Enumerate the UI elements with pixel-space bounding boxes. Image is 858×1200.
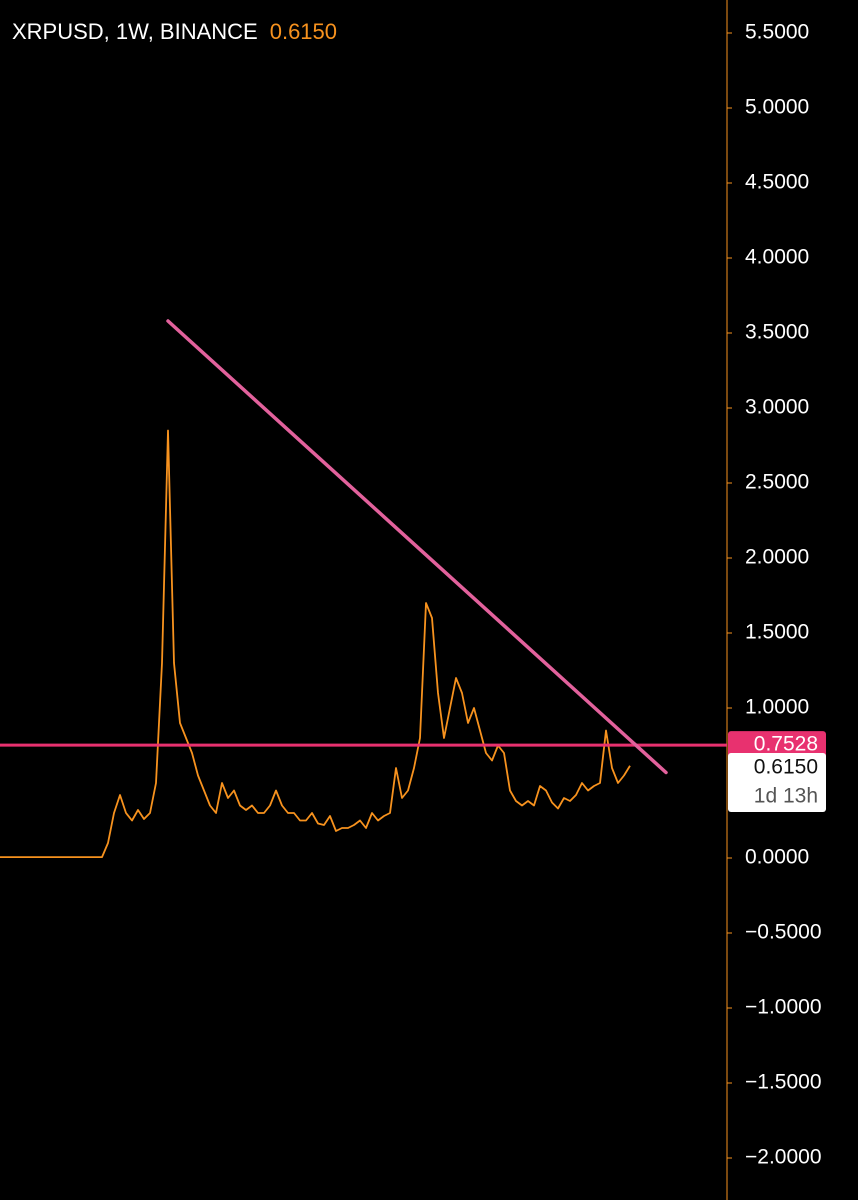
countdown-label: 1d 13h <box>754 785 818 808</box>
title-price: 0.6150 <box>270 19 337 44</box>
y-tick-label: 5.5000 <box>745 21 809 44</box>
y-tick-label: 1.5000 <box>745 621 809 644</box>
trendline <box>166 319 668 775</box>
y-tick-label: 3.0000 <box>745 396 809 419</box>
chart-title: XRPUSD, 1W, BINANCE 0.6150 <box>12 19 337 44</box>
level-tag-label: 0.7528 <box>754 733 818 756</box>
symbol: XRPUSD, 1W, BINANCE <box>12 19 258 44</box>
y-tick-label: −1.0000 <box>745 996 822 1019</box>
y-tick-label: 1.0000 <box>745 696 809 719</box>
y-tick-label: −1.5000 <box>745 1071 822 1094</box>
y-tick-label: 5.0000 <box>745 96 809 119</box>
price-tag <box>728 753 826 812</box>
y-tick-label: 4.5000 <box>745 171 809 194</box>
y-tick-label: 2.5000 <box>745 471 809 494</box>
y-tick-label: −0.5000 <box>745 921 822 944</box>
y-tick-label: 0.0000 <box>745 846 809 869</box>
y-tick-label: −2.0000 <box>745 1146 822 1169</box>
price-tag-label: 0.6150 <box>754 756 818 779</box>
y-tick-label: 2.0000 <box>745 546 809 569</box>
level-tag <box>728 731 826 760</box>
y-tick-label: 4.0000 <box>745 246 809 269</box>
y-tick-label: 3.5000 <box>745 321 809 344</box>
price-line <box>0 429 631 858</box>
